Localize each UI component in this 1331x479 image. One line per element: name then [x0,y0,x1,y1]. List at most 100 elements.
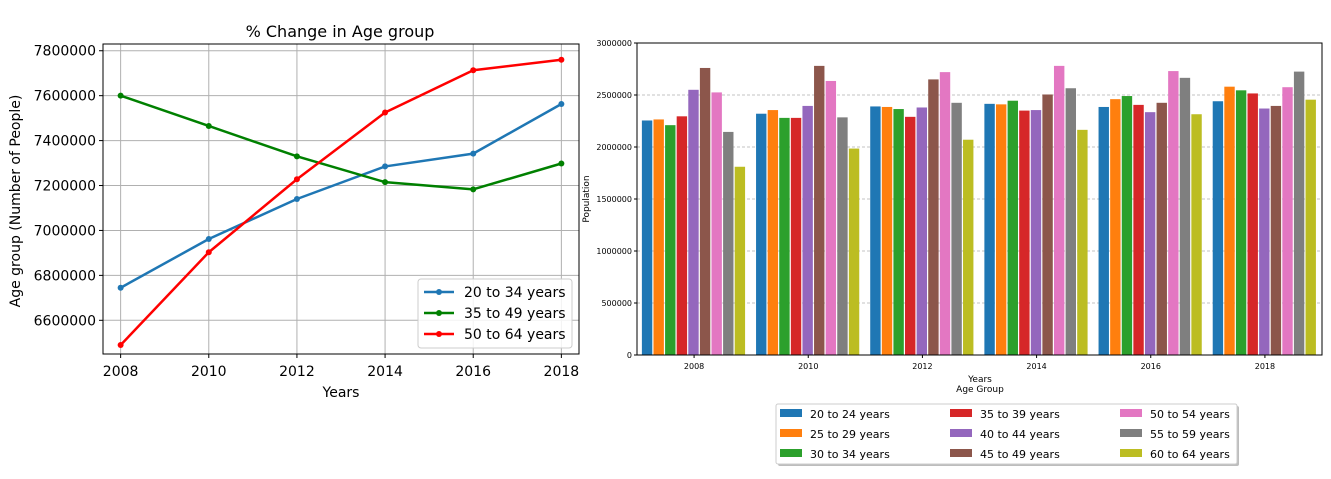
line-series-2 [120,94,562,191]
bar-chart-grid [637,94,1322,304]
bar [756,113,767,355]
bar-chart-ticks: 0 500000 1000000 1500000 2000000 2500000 30000… [596,39,1275,371]
bar [1282,87,1293,355]
bar [1156,102,1167,355]
line-chart-ytick-label: 7600000 [34,89,96,105]
bar [1110,99,1121,355]
line-point [205,122,212,129]
line-legend-label: 35 to 49 years [464,306,566,322]
bar-legend-label: 30 to 34 years [810,448,890,461]
bar-chart-xtick-label: 2018 [1255,362,1275,371]
line-series-3 [119,58,562,346]
line-point [382,163,389,170]
bar [1179,77,1191,355]
line-point [293,153,300,160]
bar [905,116,916,355]
bar-chart-xlabel-secondary: Age Group [956,385,1004,395]
bar [881,106,893,356]
line-point [558,160,565,167]
bar-chart-ytick-label: 500000 [601,299,632,308]
line-point [205,235,212,242]
bar [734,166,746,355]
bar [767,110,779,355]
line-chart-xtick-label: 2018 [544,364,580,380]
bar-legend-swatch [1120,409,1142,417]
line-chart-ytick-label: 7200000 [34,179,96,195]
line-series-1 [120,102,562,289]
line-point [382,109,389,116]
bar [1019,110,1030,355]
line-chart-ytick-label: 7800000 [34,44,96,60]
line-point [117,92,124,99]
line-chart-ylabel: Age group (Number of People) [8,95,24,308]
bar-legend-swatch [780,409,802,417]
line-point [117,342,124,349]
bar [1121,96,1133,355]
line-point [205,249,212,256]
bar [779,117,790,355]
bar [825,80,837,356]
bar [1065,88,1076,356]
bar-chart-bars [641,65,1316,356]
bar-legend-swatch [780,449,802,457]
bar-legend-label: 40 to 44 years [980,428,1060,441]
bar-legend-label: 20 to 24 years [810,408,890,421]
line-chart-xlabel: Years [322,385,360,401]
line-chart-ticks: 2008 2010 2012 2014 2016 2018 6600000 6800000 70… [34,44,580,380]
line-chart-ytick-label: 6600000 [34,313,96,329]
bar [1235,90,1247,355]
bar [951,102,962,355]
bar-chart-ylabel: Population [582,175,592,222]
line-point [558,100,565,107]
bar [939,72,951,356]
bar [893,109,904,355]
line-point [382,179,389,186]
bar [1270,105,1282,355]
bar [1077,129,1088,355]
line-point [293,176,300,183]
bar [963,139,974,355]
bar-chart: 0 500000 1000000 1500000 2000000 2500000 30000… [582,39,1323,466]
bar [676,116,688,355]
bar [1098,106,1109,356]
bar [688,89,699,356]
line-legend-marker [436,310,442,316]
bar-chart-ytick-label: 2500000 [596,91,632,100]
bar-chart-xlabel: Years [967,375,992,385]
line-point [117,284,124,291]
bar-chart-xtick-label: 2014 [1026,362,1046,371]
bar-legend-label: 55 to 59 years [1150,428,1230,441]
bar [1053,65,1065,355]
bar [928,79,939,356]
bar-legend-swatch [1120,429,1142,437]
line-chart-grid [103,44,579,354]
line-chart-ytick-label: 7000000 [34,223,96,239]
bar [711,92,722,356]
line-point [470,150,477,157]
bar [641,120,653,355]
bar [1042,94,1053,355]
bar-legend-swatch [950,449,972,457]
line-legend-box [417,278,573,349]
bar [916,107,928,355]
line-chart-ytick-label: 7400000 [34,134,96,150]
bar [699,67,711,356]
bar [814,65,825,355]
bar [1144,112,1156,355]
bar-legend-swatch [950,429,972,437]
bar-legend-label: 35 to 39 years [980,408,1060,421]
line-point [293,196,300,202]
bar [790,117,802,355]
line-chart-xtick-label: 2008 [103,364,139,380]
bar [1133,104,1144,355]
line-chart-ytick-label: 6800000 [34,268,96,284]
bar [837,117,848,355]
bar-chart-xtick-label: 2012 [912,362,932,371]
line-chart-frame [102,43,580,355]
bar-chart-ytick-label: 1500000 [596,195,632,204]
line-chart-legend: 20 to 34 years 35 to 49 years 50 to 64 yea… [417,278,573,349]
bar [1007,100,1018,355]
bar-chart-xtick-label: 2010 [798,362,818,371]
bar-chart-xtick-label: 2008 [684,362,704,371]
